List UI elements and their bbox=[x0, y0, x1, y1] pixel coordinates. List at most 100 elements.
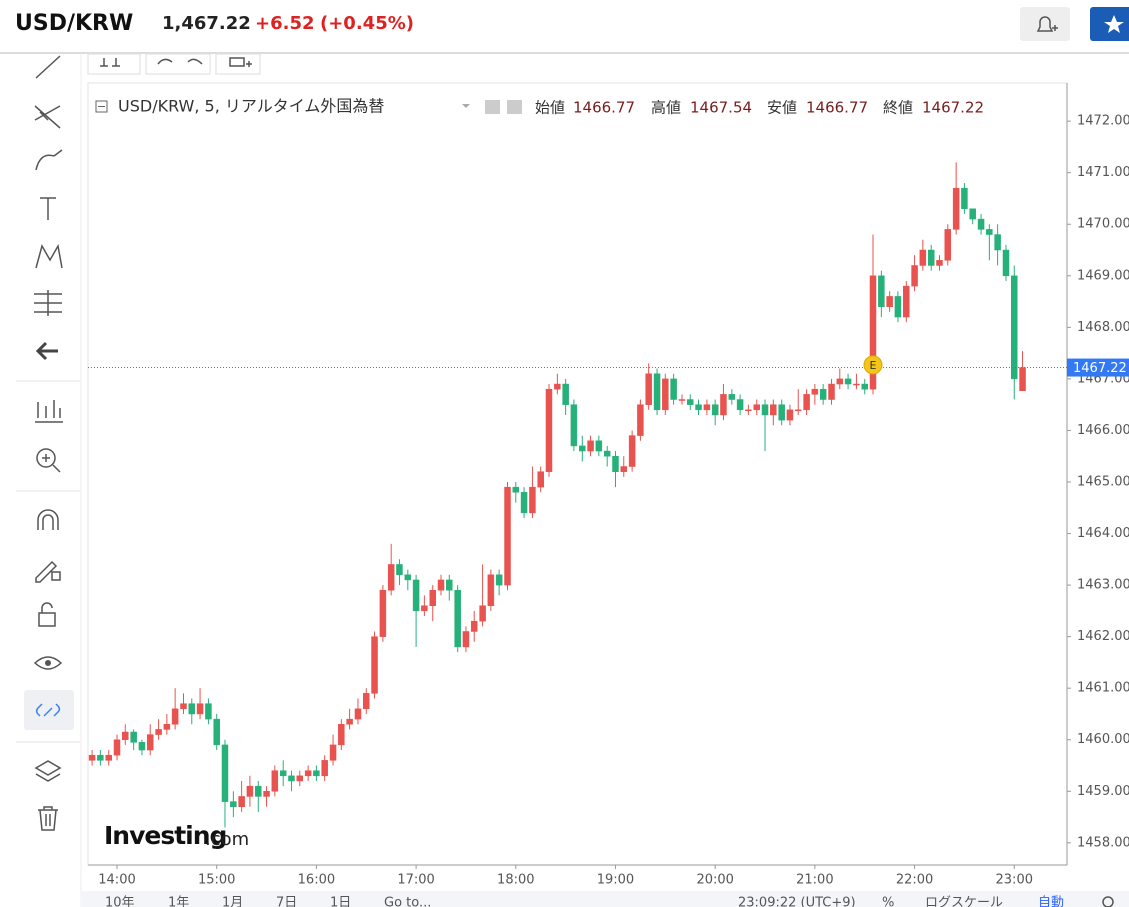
log-toggle[interactable]: ログスケール bbox=[925, 896, 1003, 907]
candle-body bbox=[903, 285, 910, 318]
zoom-plus bbox=[42, 454, 61, 473]
legend-value: 1467.54 bbox=[690, 99, 752, 117]
tool-button[interactable] bbox=[87, 53, 141, 75]
candle-body bbox=[138, 742, 146, 751]
candle-body bbox=[163, 724, 171, 730]
candle-body bbox=[545, 388, 553, 472]
candle-body bbox=[479, 605, 486, 622]
candle-body bbox=[346, 718, 353, 725]
y-tick-label: 1460.00 bbox=[1077, 732, 1129, 747]
tool-button[interactable] bbox=[215, 53, 261, 75]
settings-toggle[interactable] bbox=[507, 100, 522, 114]
icon bbox=[157, 58, 203, 65]
link-tool bbox=[35, 703, 61, 717]
candle-body bbox=[753, 404, 761, 411]
undo-redo[interactable] bbox=[145, 53, 211, 75]
legend-value: 1467.22 bbox=[922, 99, 984, 117]
candle-body bbox=[1011, 275, 1018, 380]
y-tick-label: 1464.00 bbox=[1077, 526, 1129, 541]
candle-body bbox=[113, 739, 121, 756]
collapse-legend[interactable] bbox=[95, 100, 108, 113]
candle-body bbox=[205, 703, 212, 720]
x-tick-label: 22:00 bbox=[896, 873, 933, 888]
legend-label: 終値 bbox=[883, 99, 913, 117]
candle-body bbox=[670, 378, 677, 400]
x-tick-label: 17:00 bbox=[397, 873, 434, 888]
candle-body bbox=[936, 260, 943, 266]
candle-body bbox=[537, 471, 544, 488]
lock-draw-tool bbox=[35, 560, 61, 583]
candle-body bbox=[446, 579, 453, 591]
candle-body bbox=[628, 435, 636, 467]
candles: E bbox=[88, 162, 1067, 828]
candle-body bbox=[520, 492, 528, 514]
candle-body bbox=[720, 394, 727, 416]
legend-label: 始値 bbox=[535, 99, 565, 117]
range-button[interactable]: 1年 bbox=[168, 896, 189, 907]
candle-body bbox=[462, 631, 470, 648]
candle-body bbox=[529, 486, 536, 514]
event-marker bbox=[863, 355, 883, 375]
line-tool bbox=[35, 55, 61, 79]
candle-body bbox=[354, 708, 362, 720]
pattern-tool bbox=[35, 243, 63, 269]
candle-body bbox=[454, 589, 461, 648]
symbol: USD/KRW bbox=[15, 11, 133, 36]
fib-tool bbox=[34, 105, 61, 129]
candle-body bbox=[429, 589, 436, 606]
candle-body bbox=[562, 383, 569, 405]
star-icon bbox=[1104, 15, 1124, 33]
auto-toggle[interactable]: 自動 bbox=[1038, 896, 1064, 907]
visibility-toggle[interactable] bbox=[485, 100, 500, 114]
candle-body bbox=[238, 796, 245, 807]
x-tick-label: 20:00 bbox=[696, 873, 733, 888]
brush-tool bbox=[35, 149, 63, 171]
unlock-tool bbox=[38, 602, 56, 627]
candle-body bbox=[396, 564, 403, 576]
candle-body bbox=[961, 187, 968, 210]
candle-body bbox=[180, 703, 187, 710]
candle-body bbox=[994, 234, 1001, 251]
range-button[interactable]: 7日 bbox=[276, 896, 297, 907]
range-button[interactable]: 1日 bbox=[330, 896, 351, 907]
candle-body bbox=[379, 589, 387, 637]
candle-body bbox=[662, 378, 669, 411]
candle-body bbox=[122, 731, 129, 740]
percent-toggle[interactable]: % bbox=[882, 896, 894, 907]
candle-body bbox=[919, 249, 927, 266]
x-tick-label: 21:00 bbox=[796, 873, 833, 888]
candle-body bbox=[819, 388, 827, 400]
candle-body bbox=[404, 574, 412, 581]
alert-button[interactable] bbox=[1020, 7, 1070, 41]
candle-body bbox=[1019, 367, 1026, 391]
collapse-arrow[interactable] bbox=[35, 341, 58, 361]
plot-area bbox=[87, 82, 1068, 866]
candle-body bbox=[105, 754, 112, 761]
candle-body bbox=[770, 404, 777, 416]
x-tick-label: 16:00 bbox=[298, 873, 335, 888]
candle-body bbox=[653, 373, 661, 411]
candle-body bbox=[230, 801, 237, 807]
legend-dropdown[interactable] bbox=[462, 104, 470, 108]
candle-body bbox=[470, 620, 478, 632]
candle-body bbox=[911, 265, 918, 287]
candle-body bbox=[969, 208, 976, 220]
range-button[interactable]: 10年 bbox=[105, 896, 135, 907]
candle-body bbox=[595, 440, 603, 452]
settings-icon[interactable] bbox=[1102, 896, 1114, 907]
range-button[interactable]: 1月 bbox=[222, 896, 243, 907]
candle-body bbox=[437, 579, 445, 591]
candle-body bbox=[886, 296, 893, 307]
price-tag bbox=[1067, 358, 1129, 377]
y-tick-label: 1463.00 bbox=[1077, 578, 1129, 593]
zoom-tool bbox=[36, 448, 56, 468]
event-marker-label: E bbox=[870, 359, 877, 372]
y-tick-label: 1468.00 bbox=[1077, 320, 1129, 335]
header-bar bbox=[0, 0, 1129, 52]
goto-button[interactable]: Go to... bbox=[384, 896, 431, 907]
candle-body bbox=[288, 775, 295, 782]
candle-body bbox=[421, 605, 428, 612]
y-tick-label: 1462.00 bbox=[1077, 629, 1129, 644]
